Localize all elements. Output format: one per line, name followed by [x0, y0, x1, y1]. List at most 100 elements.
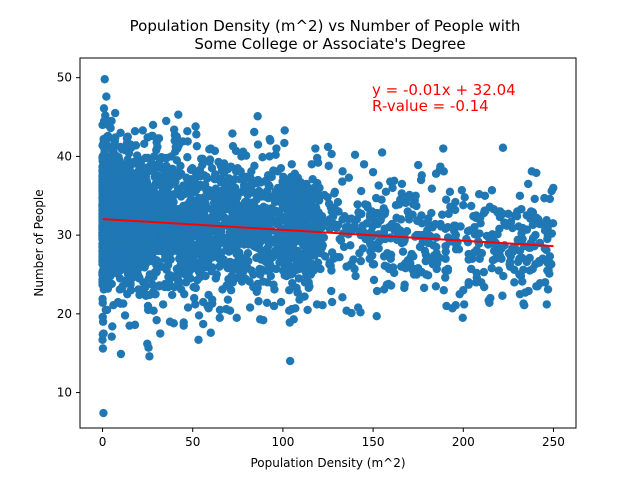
- data-point: [395, 226, 405, 235]
- data-point: [154, 257, 163, 267]
- data-point: [273, 183, 283, 193]
- data-point: [361, 234, 370, 244]
- data-point: [265, 134, 274, 144]
- data-point: [370, 215, 379, 225]
- data-point: [247, 266, 256, 275]
- data-point: [315, 183, 324, 193]
- data-point: [392, 213, 401, 223]
- data-point: [407, 249, 416, 259]
- data-point: [100, 142, 110, 152]
- data-point: [192, 180, 201, 189]
- data-point: [157, 182, 167, 191]
- data-point: [372, 312, 381, 321]
- data-point: [526, 214, 535, 223]
- regression-line: [102, 218, 554, 248]
- data-point: [360, 200, 370, 209]
- data-point: [335, 252, 344, 262]
- data-point: [545, 269, 554, 278]
- data-point: [493, 230, 502, 239]
- data-point: [158, 300, 168, 309]
- data-point: [130, 233, 139, 242]
- regression-r-value: R-value = -0.14: [372, 97, 489, 115]
- data-point: [414, 215, 423, 225]
- data-point: [338, 167, 347, 176]
- data-point: [525, 253, 534, 263]
- data-point: [150, 182, 160, 191]
- data-point: [196, 231, 206, 241]
- data-point: [285, 356, 295, 366]
- data-point: [350, 150, 360, 160]
- data-point: [208, 295, 217, 304]
- data-point: [350, 264, 359, 274]
- data-point: [545, 252, 555, 261]
- data-point: [359, 160, 369, 169]
- data-point: [190, 200, 199, 209]
- data-point: [227, 271, 236, 281]
- data-point: [515, 191, 525, 200]
- data-point: [369, 275, 379, 285]
- data-point: [457, 186, 467, 195]
- data-point: [540, 193, 549, 203]
- data-point: [312, 300, 322, 309]
- data-point: [180, 189, 189, 199]
- data-point: [141, 281, 150, 290]
- data-point: [117, 264, 126, 274]
- data-point: [154, 134, 164, 143]
- data-point: [298, 249, 308, 259]
- data-point: [102, 92, 111, 101]
- data-point: [384, 223, 394, 232]
- data-point: [115, 285, 125, 294]
- data-point: [99, 408, 108, 418]
- data-point: [247, 167, 256, 176]
- data-point: [308, 175, 317, 184]
- data-point: [441, 195, 451, 204]
- data-point: [164, 260, 173, 270]
- data-point: [100, 75, 109, 84]
- data-point: [346, 241, 355, 250]
- chart-title-line2: Some College or Associate's Degree: [194, 35, 465, 53]
- data-point: [123, 289, 132, 299]
- data-point: [236, 167, 245, 176]
- data-point: [338, 177, 347, 186]
- data-point: [98, 187, 108, 197]
- data-point: [169, 125, 179, 134]
- data-point: [399, 238, 408, 247]
- data-point: [519, 299, 528, 308]
- data-point: [500, 218, 509, 227]
- data-point: [459, 300, 469, 309]
- data-point: [136, 251, 145, 260]
- data-point: [293, 288, 302, 297]
- data-point: [427, 184, 437, 193]
- data-point: [488, 256, 498, 265]
- data-point: [353, 303, 363, 312]
- data-point: [356, 186, 366, 196]
- data-point: [98, 174, 108, 183]
- data-point: [107, 332, 116, 341]
- data-point: [162, 161, 171, 171]
- data-point: [217, 248, 226, 257]
- data-point: [265, 152, 274, 161]
- data-point: [106, 263, 115, 272]
- data-point: [445, 187, 455, 197]
- data-point: [525, 266, 535, 275]
- data-point: [244, 226, 254, 236]
- data-point: [141, 239, 150, 248]
- data-point: [259, 249, 268, 258]
- data-point: [217, 226, 226, 236]
- data-point: [180, 289, 189, 299]
- data-point: [147, 256, 156, 266]
- data-point: [510, 211, 520, 220]
- data-point: [238, 147, 248, 156]
- y-tick-label: 40: [57, 149, 72, 163]
- data-point: [126, 143, 136, 152]
- data-point: [98, 298, 107, 308]
- data-point: [439, 144, 448, 153]
- data-point: [184, 261, 193, 271]
- data-point: [174, 110, 183, 119]
- data-point: [180, 207, 189, 216]
- data-point: [183, 303, 193, 312]
- data-point: [524, 179, 533, 189]
- data-point: [206, 328, 215, 337]
- data-point: [258, 152, 267, 162]
- data-point: [510, 278, 519, 287]
